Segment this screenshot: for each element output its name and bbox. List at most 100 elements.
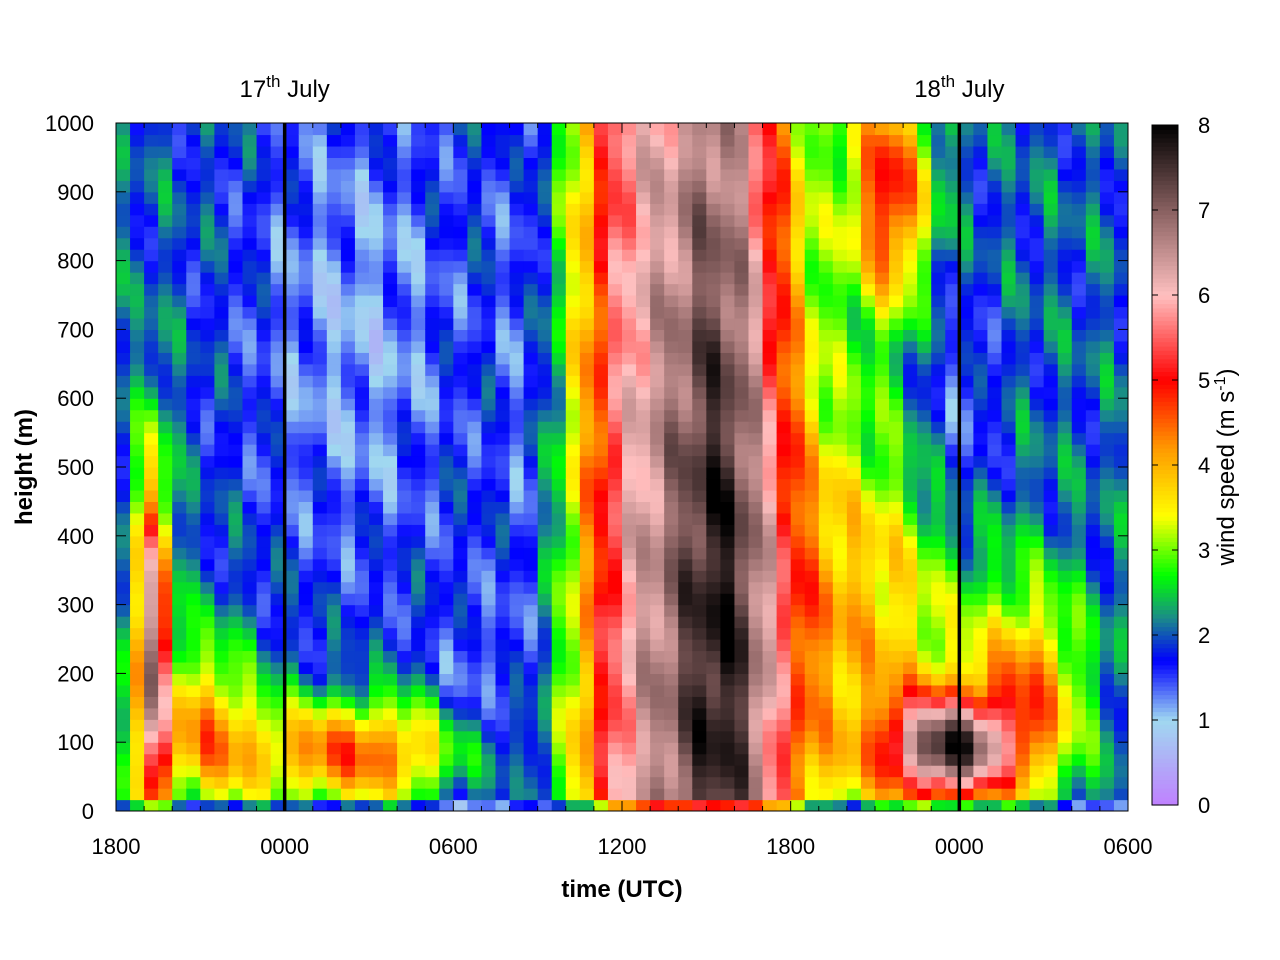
heatmap-cell bbox=[298, 306, 314, 319]
heatmap-cell bbox=[889, 547, 904, 560]
heatmap-cell bbox=[720, 604, 736, 617]
heatmap-cell bbox=[551, 444, 567, 457]
heatmap-cell bbox=[270, 535, 286, 548]
heatmap-cell bbox=[776, 409, 792, 422]
heatmap-cell bbox=[678, 157, 693, 170]
heatmap-cell bbox=[326, 753, 342, 766]
heatmap-cell bbox=[144, 512, 159, 525]
heatmap-cell bbox=[832, 237, 848, 250]
heatmap-cell bbox=[495, 214, 511, 227]
heatmap-cell bbox=[678, 501, 693, 514]
heatmap-cell bbox=[860, 684, 876, 697]
heatmap-cell bbox=[481, 421, 497, 434]
heatmap-cell bbox=[340, 444, 356, 457]
heatmap-cell bbox=[1071, 684, 1087, 697]
heatmap-cell bbox=[509, 524, 525, 537]
heatmap-cell bbox=[565, 661, 581, 674]
heatmap-cell bbox=[945, 180, 960, 193]
heatmap-cell bbox=[1029, 707, 1045, 720]
heatmap-cell bbox=[340, 673, 356, 686]
heatmap-cell bbox=[467, 765, 483, 778]
heatmap-cell bbox=[383, 489, 398, 502]
heatmap-cell bbox=[1113, 650, 1128, 663]
heatmap-cell bbox=[312, 272, 328, 285]
heatmap-cell bbox=[200, 352, 215, 365]
heatmap-cell bbox=[903, 719, 918, 732]
heatmap-cell bbox=[1099, 432, 1115, 445]
heatmap-cell bbox=[945, 432, 960, 445]
heatmap-cell bbox=[481, 444, 497, 457]
heatmap-cell bbox=[973, 123, 989, 136]
heatmap-cell bbox=[116, 455, 131, 468]
heatmap-cell bbox=[945, 661, 960, 674]
heatmap-cell bbox=[439, 157, 454, 170]
heatmap-cell bbox=[200, 306, 215, 319]
colorbar-tick-label: 0 bbox=[1198, 793, 1210, 818]
heatmap-cell bbox=[523, 409, 539, 422]
heatmap-cell bbox=[818, 650, 834, 663]
heatmap-cell bbox=[1057, 616, 1073, 629]
heatmap-cell bbox=[917, 639, 932, 652]
heatmap-cell bbox=[1029, 123, 1045, 136]
heatmap-cell bbox=[158, 673, 173, 686]
heatmap-cell bbox=[987, 168, 1003, 181]
heatmap-cell bbox=[228, 799, 244, 811]
heatmap-cell bbox=[607, 180, 623, 193]
heatmap-cell bbox=[411, 306, 426, 319]
colorbar-segment bbox=[1152, 703, 1178, 708]
heatmap-cell bbox=[622, 639, 637, 652]
heatmap-cell bbox=[1043, 776, 1059, 789]
heatmap-cell bbox=[678, 260, 693, 273]
heatmap-cell bbox=[495, 730, 511, 743]
heatmap-cell bbox=[790, 352, 806, 365]
heatmap-cell bbox=[214, 203, 230, 216]
heatmap-cell bbox=[172, 191, 187, 204]
colorbar-segment bbox=[1152, 541, 1178, 547]
heatmap-cell bbox=[256, 123, 272, 136]
heatmap-cell bbox=[692, 639, 707, 652]
heatmap-cell bbox=[818, 753, 834, 766]
heatmap-cell bbox=[130, 627, 145, 640]
heatmap-cell bbox=[734, 283, 750, 296]
heatmap-cell bbox=[889, 570, 904, 583]
heatmap-cell bbox=[312, 788, 328, 801]
heatmap-cell bbox=[369, 799, 384, 811]
heatmap-cell bbox=[678, 616, 693, 629]
heatmap-cell bbox=[664, 696, 679, 709]
heatmap-cell bbox=[1071, 547, 1087, 560]
heatmap-cell bbox=[481, 340, 497, 353]
heatmap-cell bbox=[720, 489, 736, 502]
heatmap-cell bbox=[312, 512, 328, 525]
heatmap-cell bbox=[1113, 260, 1128, 273]
heatmap-cell bbox=[860, 765, 876, 778]
heatmap-cell bbox=[804, 604, 820, 617]
heatmap-cell bbox=[144, 306, 159, 319]
heatmap-cell bbox=[312, 340, 328, 353]
heatmap-cell bbox=[495, 719, 511, 732]
heatmap-cell bbox=[790, 719, 806, 732]
heatmap-cell bbox=[875, 386, 890, 399]
heatmap-cell bbox=[804, 134, 820, 147]
heatmap-cell bbox=[284, 742, 300, 755]
heatmap-cell bbox=[411, 386, 426, 399]
heatmap-cell bbox=[917, 799, 932, 811]
heatmap-cell bbox=[959, 432, 974, 445]
heatmap-cell bbox=[973, 375, 989, 388]
heatmap-cell bbox=[228, 765, 244, 778]
heatmap-cell bbox=[959, 707, 974, 720]
heatmap-cell bbox=[397, 661, 412, 674]
heatmap-cell bbox=[903, 547, 918, 560]
heatmap-cell bbox=[144, 409, 159, 422]
heatmap-cell bbox=[860, 478, 876, 491]
heatmap-cell bbox=[846, 363, 862, 376]
heatmap-cell bbox=[242, 272, 258, 285]
heatmap-cell bbox=[481, 696, 497, 709]
heatmap-cell bbox=[692, 123, 707, 136]
heatmap-cell bbox=[622, 799, 637, 811]
heatmap-cell bbox=[889, 455, 904, 468]
heatmap-cell bbox=[411, 375, 426, 388]
heatmap-cell bbox=[186, 375, 201, 388]
heatmap-cell bbox=[1113, 432, 1128, 445]
heatmap-cell bbox=[762, 467, 778, 480]
heatmap-cell bbox=[551, 788, 567, 801]
